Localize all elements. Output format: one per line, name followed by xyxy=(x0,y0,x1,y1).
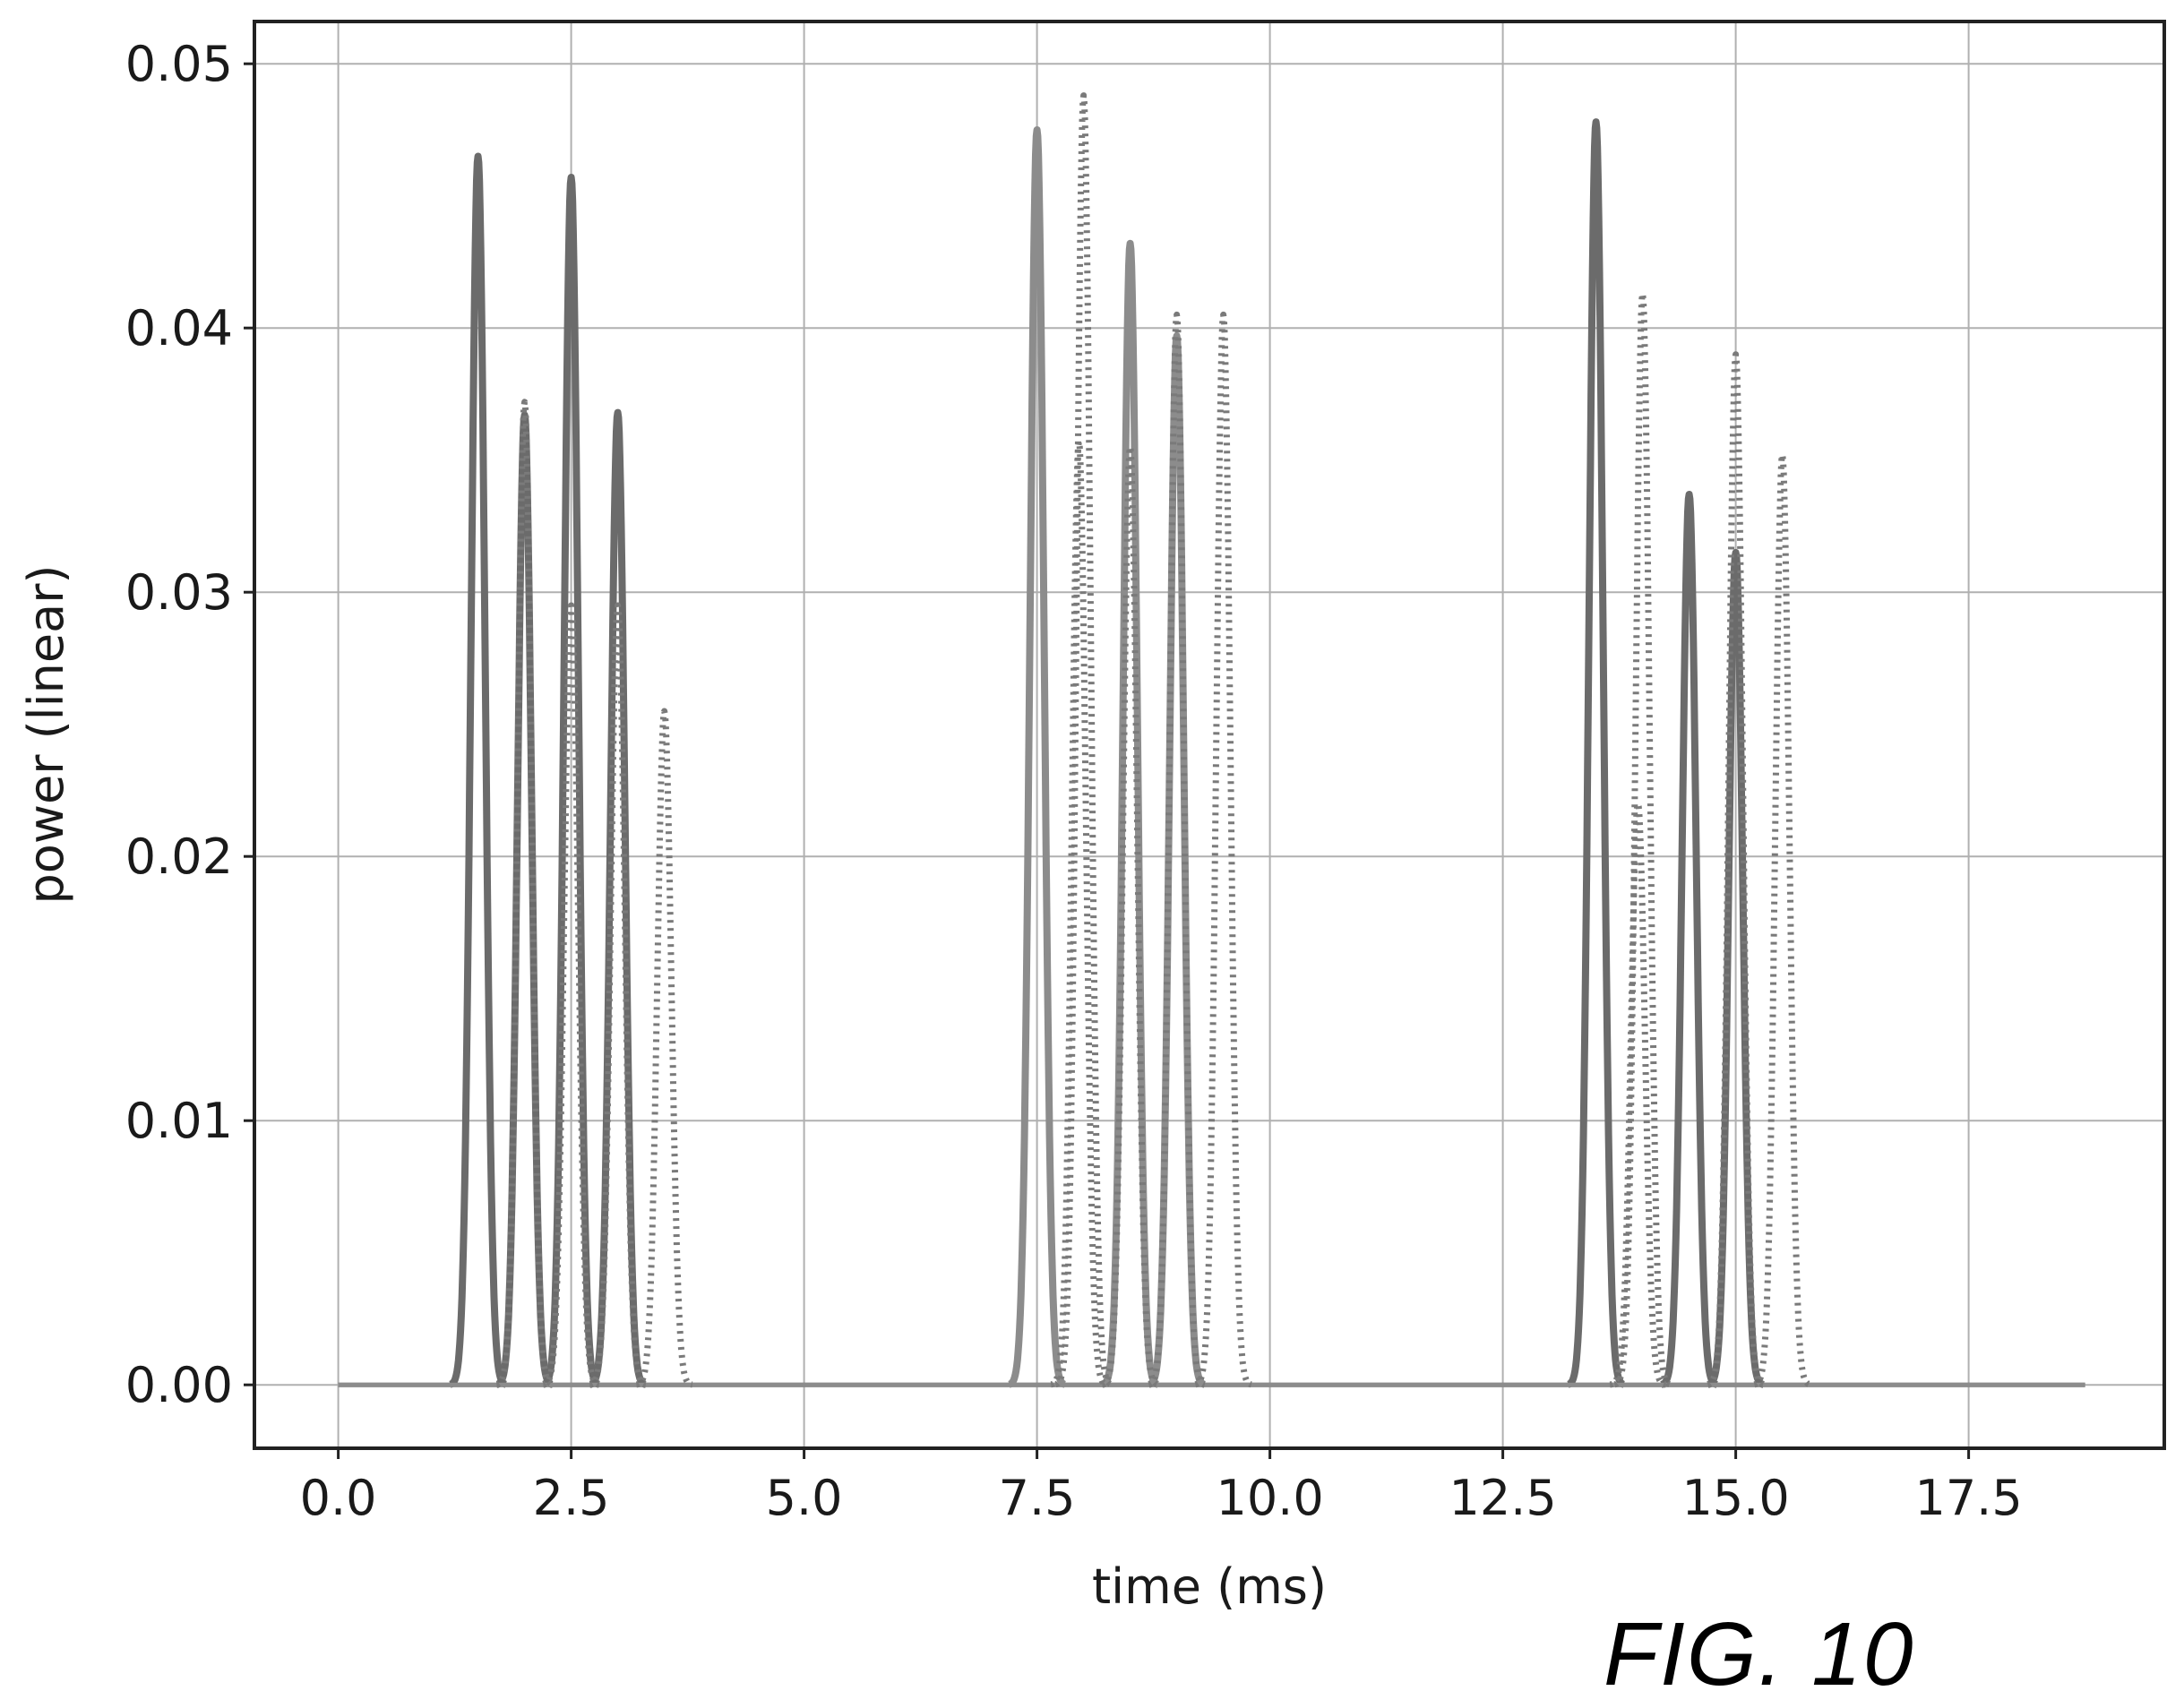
solid-pulse xyxy=(1565,118,1627,1388)
solid-pulse xyxy=(1006,126,1068,1388)
x-tick-label: 5.0 xyxy=(766,1470,843,1526)
figure-caption: FIG. 10 xyxy=(1604,1604,1915,1704)
data-series xyxy=(338,92,2085,1388)
x-tick-label: 15.0 xyxy=(1681,1470,1789,1526)
dotted-pulse xyxy=(1048,438,1110,1388)
dotted-pulse xyxy=(1612,290,1673,1388)
dotted-pulse xyxy=(587,602,649,1388)
series-dotted-2 xyxy=(494,92,1813,1388)
solid-pulse xyxy=(1658,491,1720,1388)
x-tick-label: 17.5 xyxy=(1914,1470,2022,1526)
y-tick-label: 0.00 xyxy=(125,1357,233,1413)
dotted-pulse xyxy=(633,708,695,1388)
y-tick-label: 0.02 xyxy=(125,828,233,885)
x-tick-label: 10.0 xyxy=(1216,1470,1323,1526)
solid-pulse xyxy=(494,411,555,1388)
x-tick-label: 2.5 xyxy=(533,1470,610,1526)
y-tick-label: 0.04 xyxy=(125,300,233,356)
dotted-pulse xyxy=(1705,351,1767,1388)
dotted-pulse xyxy=(1146,311,1208,1388)
dotted-pulse xyxy=(540,602,602,1388)
plot-frame xyxy=(253,20,2166,1450)
dotted-pulse xyxy=(494,399,555,1388)
x-tick-label: 0.0 xyxy=(300,1470,377,1526)
x-tick-label: 12.5 xyxy=(1449,1470,1556,1526)
solid-pulse xyxy=(540,174,602,1388)
solid-pulse xyxy=(587,408,649,1388)
y-tick-label: 0.01 xyxy=(125,1093,233,1149)
y-tick-label: 0.03 xyxy=(125,564,233,621)
dotted-pulse xyxy=(1053,92,1114,1388)
y-tick-label: 0.05 xyxy=(125,36,233,92)
axis-ticks: 0.0 2.5 5.0 7.5 10.0 12.5 15.0 17.5 0.00 0.01 0.02… xyxy=(125,36,2023,1526)
y-axis-title: power (linear) xyxy=(18,565,74,905)
x-axis-title: time (ms) xyxy=(1092,1558,1327,1615)
dotted-pulse xyxy=(1192,311,1254,1388)
solid-pulse xyxy=(447,152,509,1388)
x-tick-label: 7.5 xyxy=(999,1470,1076,1526)
